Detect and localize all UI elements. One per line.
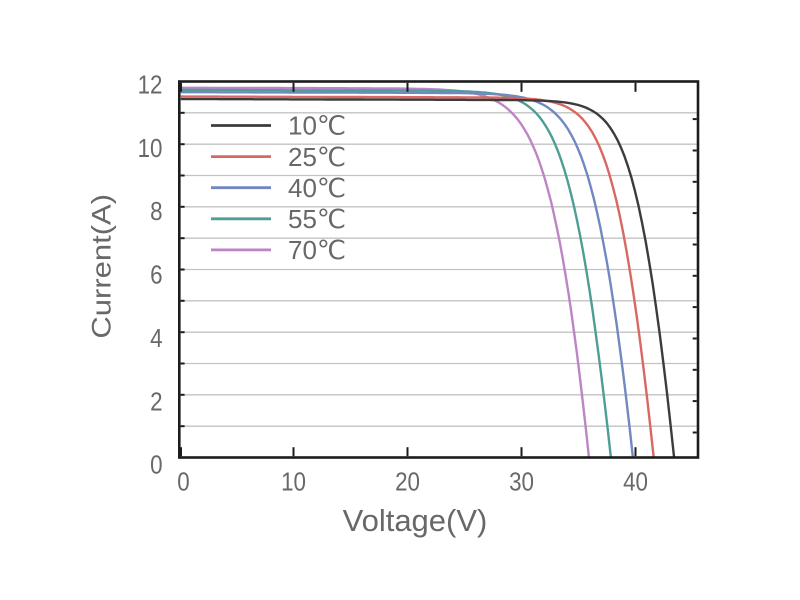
svg-text:Current(A): Current(A)	[87, 194, 117, 339]
svg-text:25℃: 25℃	[288, 142, 346, 172]
svg-text:Voltage(V): Voltage(V)	[343, 503, 488, 538]
svg-text:8: 8	[150, 198, 162, 227]
svg-text:0: 0	[150, 451, 162, 480]
svg-text:55℃: 55℃	[288, 204, 346, 234]
svg-text:2: 2	[150, 388, 162, 417]
svg-text:10: 10	[138, 134, 163, 163]
svg-text:0: 0	[177, 468, 189, 497]
svg-text:40℃: 40℃	[288, 173, 346, 203]
svg-text:20: 20	[395, 468, 420, 497]
svg-text:10℃: 10℃	[288, 111, 346, 141]
svg-text:40: 40	[623, 468, 648, 497]
svg-text:12: 12	[138, 71, 163, 100]
svg-text:70℃: 70℃	[288, 235, 346, 265]
svg-text:6: 6	[150, 261, 162, 290]
svg-text:10: 10	[281, 468, 306, 497]
svg-text:30: 30	[509, 468, 534, 497]
svg-text:4: 4	[150, 324, 162, 353]
